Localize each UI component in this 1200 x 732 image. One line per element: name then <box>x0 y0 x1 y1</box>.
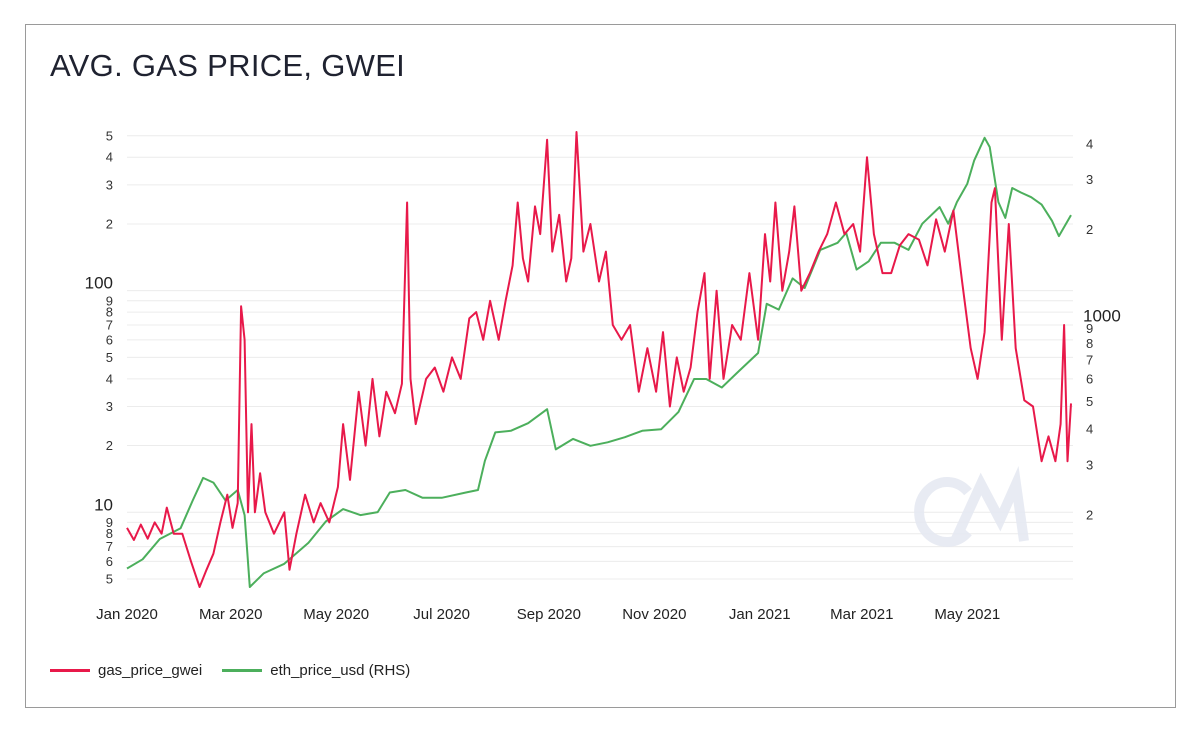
right-tick-label: 6 <box>1086 371 1093 386</box>
x-tick-label: Sep 2020 <box>517 606 581 623</box>
legend-swatch-gas <box>50 669 90 672</box>
legend-item-eth[interactable]: eth_price_usd (RHS) <box>222 662 410 679</box>
x-tick-label: Jan 2021 <box>729 606 791 623</box>
watermark-logo <box>914 466 1029 547</box>
right-tick-label: 4 <box>1086 422 1093 437</box>
left-tick-label: 3 <box>106 399 113 414</box>
legend: gas_price_gwei eth_price_usd (RHS) <box>50 662 410 679</box>
left-tick-label: 9 <box>106 293 113 308</box>
left-tick-label: 5 <box>106 571 113 586</box>
legend-swatch-eth <box>222 669 263 672</box>
series-line-eth-price-usd-rhs- <box>126 136 1072 588</box>
left-tick-label: 4 <box>106 150 113 165</box>
left-tick-label: 4 <box>106 371 113 386</box>
x-tick-label: May 2021 <box>934 606 1000 623</box>
x-tick-label: Mar 2020 <box>199 606 262 623</box>
x-tick-label: May 2020 <box>303 606 369 623</box>
legend-label-gas: gas_price_gwei <box>98 662 203 679</box>
left-tick-label: 8 <box>106 305 113 320</box>
left-tick-label: 5 <box>106 128 113 143</box>
left-tick-label: 9 <box>106 515 113 530</box>
legend-label-eth: eth_price_usd (RHS) <box>270 662 411 679</box>
right-tick-label: 3 <box>1086 172 1093 187</box>
legend-item-gas[interactable]: gas_price_gwei <box>50 662 202 679</box>
right-tick-label: 2 <box>1086 222 1093 237</box>
left-tick-label: 10 <box>94 495 113 514</box>
x-tick-label: Nov 2020 <box>622 606 686 623</box>
left-tick-label: 7 <box>106 539 113 554</box>
x-axis-ticks: Jan 2020 Mar 2020 May 2020 Jul 2020 Sep 2020… <box>96 606 1000 623</box>
right-tick-label: 2 <box>1086 508 1093 523</box>
left-tick-label: 3 <box>106 177 113 192</box>
x-tick-label: Mar 2021 <box>830 606 893 623</box>
left-tick-label: 8 <box>106 526 113 541</box>
series-lines <box>126 131 1072 588</box>
right-tick-label: 7 <box>1086 352 1093 367</box>
x-tick-label: Jan 2020 <box>96 606 158 623</box>
right-tick-label: 4 <box>1086 136 1093 151</box>
chart-title: AVG. GAS PRICE, GWEI <box>50 48 406 83</box>
right-tick-label: 8 <box>1086 336 1093 351</box>
series-line-gas-price-gwei <box>126 131 1072 588</box>
left-tick-label: 2 <box>106 216 113 231</box>
grid-lines <box>127 135 1073 580</box>
left-tick-label: 100 <box>85 274 113 293</box>
left-tick-label: 6 <box>106 554 113 569</box>
right-tick-label: 9 <box>1086 321 1093 336</box>
right-tick-label: 5 <box>1086 394 1093 409</box>
left-tick-label: 7 <box>106 317 113 332</box>
x-tick-label: Jul 2020 <box>413 606 470 623</box>
left-tick-label: 5 <box>106 350 113 365</box>
right-tick-label: 1000 <box>1083 307 1121 326</box>
right-tick-label: 3 <box>1086 457 1093 472</box>
left-tick-label: 6 <box>106 332 113 347</box>
left-tick-label: 2 <box>106 438 113 453</box>
